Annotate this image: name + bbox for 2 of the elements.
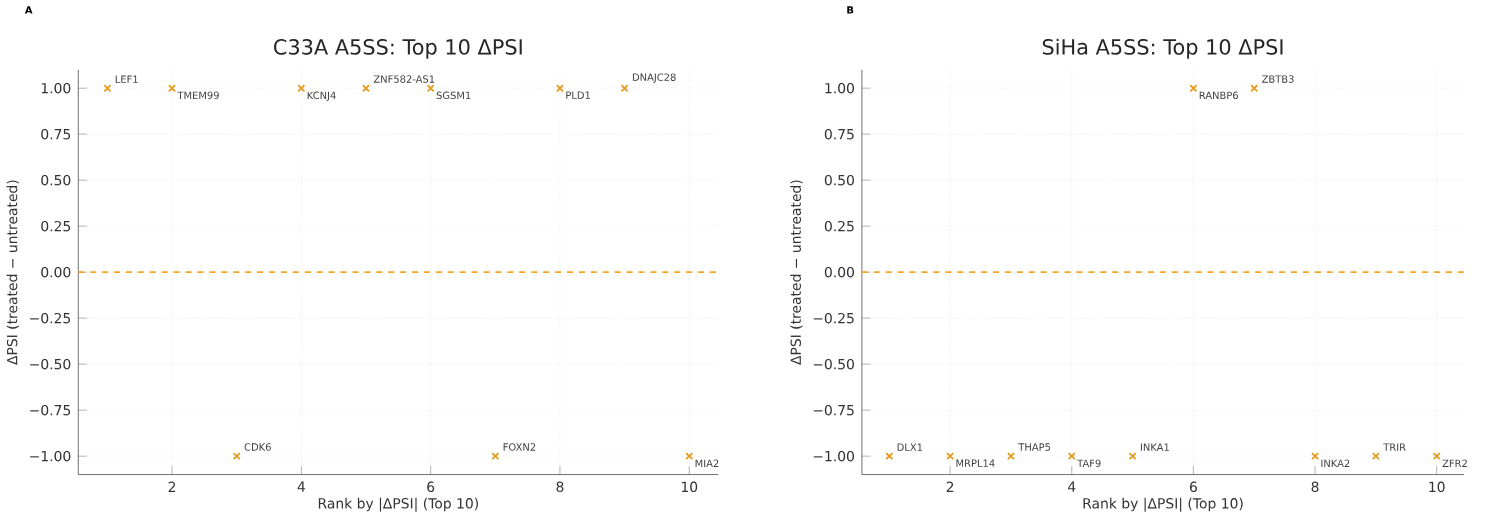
chart-title: C33A A5SS: Top 10 ΔPSI [274,38,522,59]
chart-title: SiHa A5SS: Top 10 ΔPSI [1042,38,1283,59]
